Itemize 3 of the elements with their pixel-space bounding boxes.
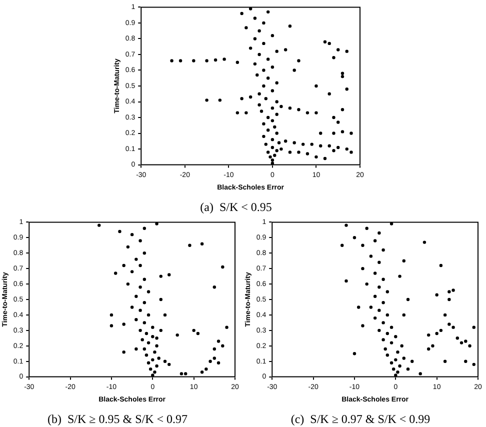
- text: (c) S/K ≥ 0.97 & S/K < 0.99: [290, 412, 430, 426]
- text: (a) S/K < 0.95: [200, 200, 272, 214]
- text: (b) S/K ≥ 0.95 & S/K < 0.97: [47, 412, 188, 426]
